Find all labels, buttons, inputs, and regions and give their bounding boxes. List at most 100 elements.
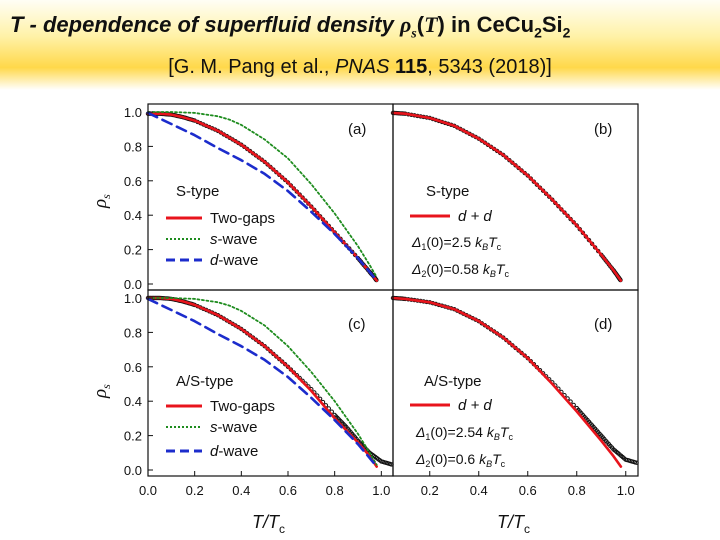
legend-a-s-wave-label: s-wave [210, 231, 258, 248]
citation-volume: 115 [394, 56, 428, 78]
legend-c-two-gaps-label: Two-gaps [210, 398, 275, 415]
legend-c-d-wave-label-italic: d [210, 443, 219, 460]
panel-a-y-tick-label: 0.6 [124, 174, 142, 189]
panel-c-x-tick-label: 0.8 [326, 483, 344, 498]
panel-b-label: (b) [594, 121, 612, 138]
panel-d-label: (d) [594, 316, 612, 333]
citation-pages: , 5343 (2018)] [427, 56, 552, 78]
gap1-d-tsub: c [508, 432, 513, 442]
panel-c-x-tick-label: 0.0 [139, 483, 157, 498]
x-label-left-sub: c [279, 522, 285, 536]
panel-b-gap1-annotation: Δ1(0)=2.5 kBTc [411, 234, 502, 252]
gap1-b-tsub: c [497, 242, 502, 252]
panel-a-y-tick-label: 0.2 [124, 243, 142, 258]
legend-c-s-wave-label-suffix: -wave [218, 419, 258, 436]
gap2-b-k: k [483, 261, 491, 277]
panel-a-d-wave-line [146, 111, 379, 282]
gap1-b-ksub: B [482, 242, 488, 252]
panel-c-y-tick-label: 0.4 [124, 394, 142, 409]
gap1-d-value: (0)=2.54 [430, 424, 486, 440]
legend-c-s-wave-label: s-wave [210, 419, 258, 436]
gap1-b-value: (0)=2.5 [426, 234, 475, 250]
panel-b-gap2-annotation: Δ2(0)=0.58 kBTc [411, 261, 509, 279]
gap1-d-ksub: B [494, 432, 500, 442]
panel-d-d-d-line [391, 296, 623, 468]
gap1-d-subscript: 1 [425, 432, 430, 442]
y-label-top-sub: s [99, 194, 113, 199]
gap1-d-k: k [487, 424, 495, 440]
gap2-d-tsub: c [501, 459, 506, 469]
x-label-left-text: T/T [252, 512, 281, 532]
panel-d-x-tick-label: 0.8 [568, 483, 586, 498]
y-label-top-rho: ρ [90, 199, 111, 209]
panel-d-x-tick-label: 1.0 [617, 483, 635, 498]
gap2-d-subscript: 2 [425, 459, 430, 469]
gap2-d-symbol: Δ [415, 451, 425, 467]
gap2-d-ksub: B [486, 459, 492, 469]
panel-d-x-tick-label: 0.6 [519, 483, 537, 498]
gap2-d-value: (0)=0.6 [430, 451, 479, 467]
panel-b-type-label: S-type [426, 183, 469, 200]
panel-a-y-tick-label: 1.0 [124, 105, 142, 120]
legend-c-s-wave-label-italic: s [210, 419, 218, 436]
gap1-b-t: T [488, 234, 498, 250]
panel-c-y-tick-label: 0.6 [124, 360, 142, 375]
legend-a-s-wave-label-suffix: -wave [218, 231, 258, 248]
panel-c-legend: Two-gaps s-wave d-wave [166, 398, 275, 460]
legend-d-fit-label: d + d [458, 397, 492, 414]
panel-frames [147, 103, 639, 477]
panel-c-y-tick-label: 1.0 [124, 291, 142, 306]
legend-c-d-wave-label-suffix: -wave [218, 443, 258, 460]
panel-d-frame [392, 289, 639, 477]
gap1-b-symbol: Δ [411, 234, 421, 250]
panel-d-legend: d + d Δ1(0)=2.54 kBTc Δ2(0)=0.6 kBTc [410, 397, 513, 469]
citation-journal: PNAS [334, 56, 390, 78]
legend-a-s-wave-label-italic: s [210, 231, 218, 248]
legend-a-d-wave-label-suffix: -wave [218, 252, 258, 269]
panel-c-type-label: A/S-type [176, 373, 234, 390]
legend-a-d-wave-label: d-wave [210, 252, 258, 269]
panel-b-legend: d + d Δ1(0)=2.5 kBTc Δ2(0)=0.58 kBTc [410, 208, 509, 279]
gap2-d-k: k [479, 451, 487, 467]
citation-authors: [G. M. Pang et al., [168, 56, 335, 78]
panel-d-x-tick-label: 0.4 [470, 483, 488, 498]
title-cu-text: Cu [504, 12, 535, 37]
panel-c-y-tick-label: 0.0 [124, 463, 142, 478]
title-rho-symbol: ρ [399, 12, 412, 37]
x-label-right-text: T/T [497, 512, 526, 532]
panel-a-legend: Two-gaps s-wave d-wave [166, 210, 275, 269]
panel-c-x-tick-label: 1.0 [372, 483, 390, 498]
title-t-symbol: T [424, 12, 438, 37]
panel-c-s-wave-line [147, 297, 378, 466]
gap1-d-t: T [500, 424, 510, 440]
gap1-d-symbol: Δ [415, 424, 425, 440]
panel-c-y-tick-label: 0.8 [124, 325, 142, 340]
gap2-b-t: T [496, 261, 506, 277]
panel-a-y-tick-label: 0.0 [124, 277, 142, 292]
legend-c-d-wave-label: d-wave [210, 443, 258, 460]
legend-a-two-gaps-label: Two-gaps [210, 210, 275, 227]
title-si-subscript: 2 [562, 24, 571, 41]
panel-c-x-tick-label: 0.2 [186, 483, 204, 498]
title-paren-close: ) [437, 12, 445, 37]
gap2-b-value: (0)=0.58 [426, 261, 482, 277]
title-banner: T - dependence of superfluid density ρs(… [0, 0, 720, 90]
panel-b-d-d-line [391, 111, 623, 282]
gap2-b-ksub: B [490, 269, 496, 279]
gap1-b-k: k [475, 234, 483, 250]
panel-c-y-tick-label: 0.2 [124, 429, 142, 444]
panel-a-label: (a) [348, 121, 366, 138]
title-cu-subscript: 2 [534, 24, 542, 41]
gap2-b-subscript: 2 [421, 269, 426, 279]
panel-c-two-gaps-line [146, 296, 379, 468]
panel-a-y-tick-label: 0.4 [124, 208, 142, 223]
panel-a-two-gaps-line [146, 112, 379, 282]
panel-c-label: (c) [348, 316, 366, 333]
panel-a-y-tick-label: 0.8 [124, 139, 142, 154]
y-label-bottom-sub: s [99, 384, 113, 389]
gap2-d-t: T [492, 451, 502, 467]
x-label-right-sub: c [524, 522, 530, 536]
axis-ticks: 0.00.20.40.60.81.00.00.20.40.60.81.00.0 0… [124, 105, 635, 498]
panel-c-x-tick-label: 0.6 [279, 483, 297, 498]
